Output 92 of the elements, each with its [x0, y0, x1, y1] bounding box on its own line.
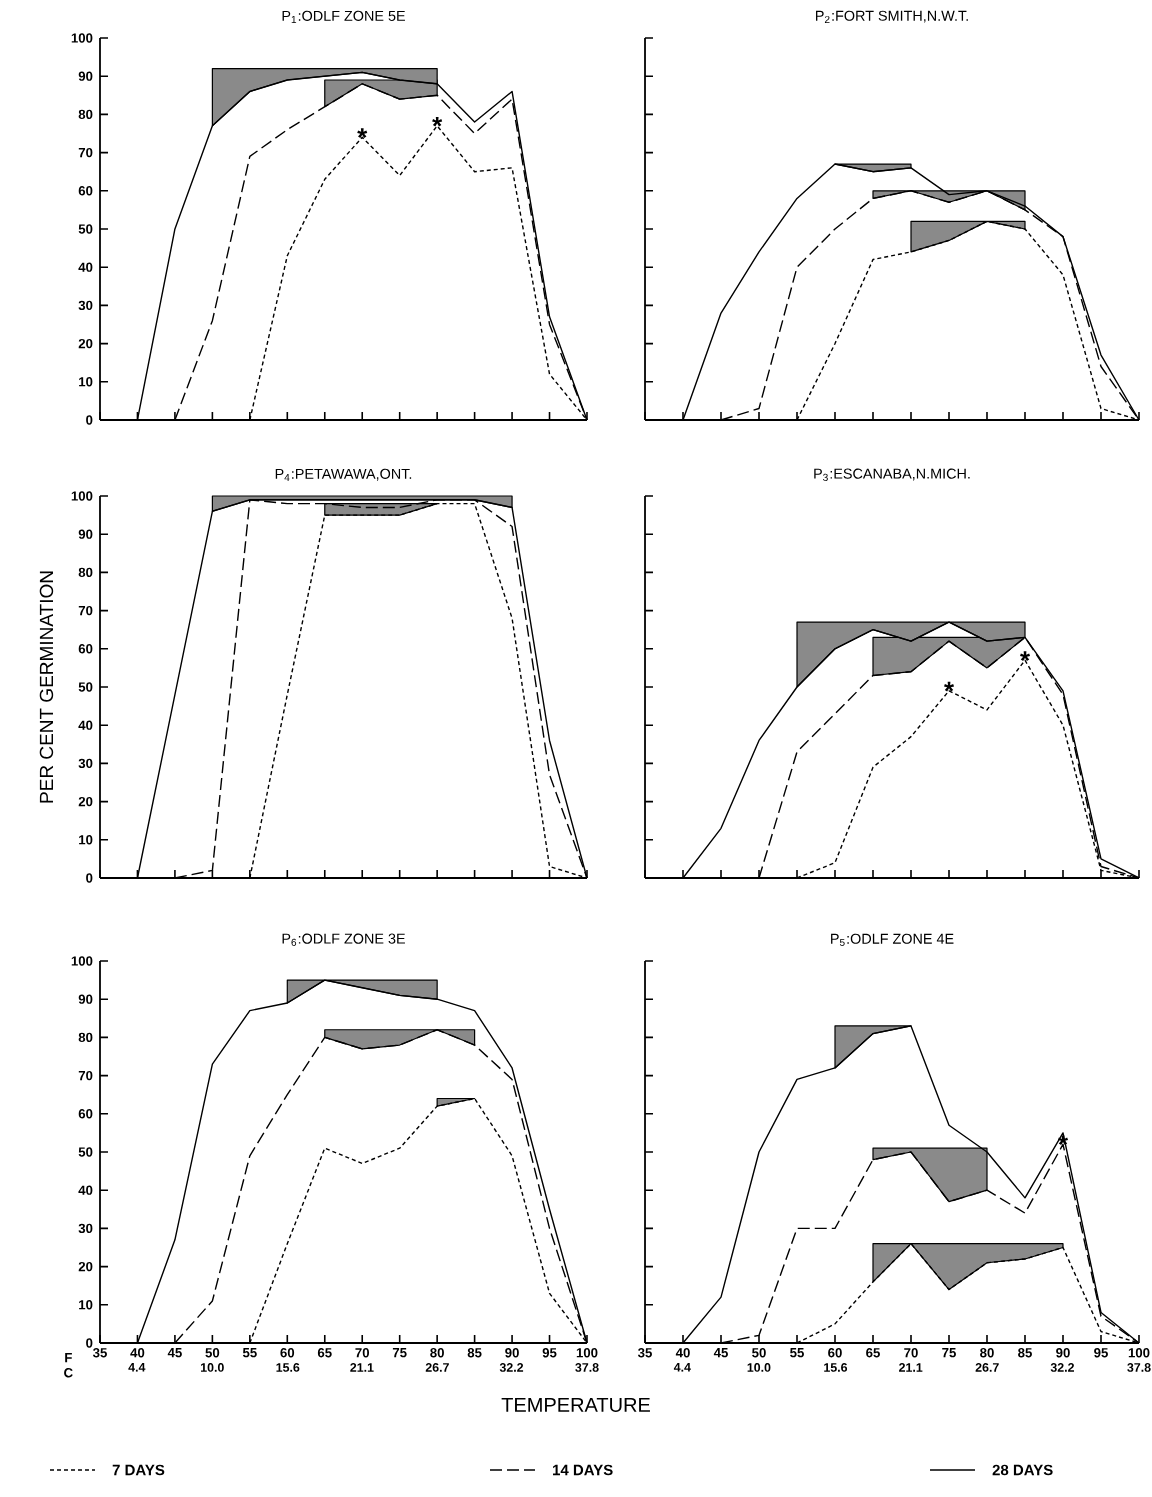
chart-title: P$_{4}$:PETAWAWA,ONT. — [275, 468, 412, 481]
legend-label: 7 DAYS — [112, 1464, 165, 1476]
x-tick-label: 85 — [1018, 1348, 1032, 1358]
annotation: * — [944, 681, 955, 692]
y-axis-title: PER CENT GERMINATION — [39, 571, 54, 803]
chart-title: P$_{2}$:FORT SMITH,N.W.T. — [816, 10, 968, 23]
x-tick-label: 45 — [713, 1348, 728, 1358]
y-tick-label: 100 — [71, 33, 93, 43]
y-tick-label: 30 — [78, 300, 93, 311]
y-tick-label: 60 — [78, 186, 93, 196]
x-tick-label: 70 — [355, 1348, 370, 1358]
x-tick-label: 50 — [752, 1348, 766, 1358]
x2-tick-label: 21.1 — [899, 1363, 923, 1372]
y-tick-label: 60 — [78, 644, 93, 654]
x-tick-label: 75 — [392, 1348, 407, 1358]
legend-label: 14 DAYS — [553, 1464, 613, 1476]
y-tick-label: 50 — [78, 224, 93, 234]
x-axis-title: F — [65, 1353, 72, 1363]
x2-axis-title: C — [64, 1368, 73, 1378]
x-tick-label: 90 — [505, 1348, 519, 1358]
x2-tick-label: 4.4 — [128, 1363, 146, 1372]
x2-tick-label: 10.0 — [201, 1363, 224, 1372]
x-tick-label: 50 — [205, 1348, 220, 1358]
chart-title: P$_{6}$:ODLF ZONE 3E — [282, 933, 405, 946]
x-tick-label: 80 — [430, 1348, 444, 1358]
y-tick-label: 20 — [78, 796, 93, 807]
y-tick-label: 50 — [78, 1147, 93, 1157]
x-tick-label: 100 — [576, 1348, 598, 1358]
x2-tick-label: 10.0 — [747, 1363, 771, 1372]
legend-label: 28 DAYS — [992, 1464, 1053, 1476]
x-tick-label: 80 — [980, 1348, 994, 1358]
x-tick-label: 75 — [942, 1348, 956, 1358]
x-tick-label: 95 — [542, 1348, 557, 1358]
y-tick-label: 70 — [78, 1070, 93, 1081]
x2-tick-label: 15.6 — [276, 1363, 300, 1372]
y-tick-label: 90 — [78, 994, 93, 1004]
x-tick-label: 70 — [904, 1348, 918, 1358]
x2-tick-label: 37.8 — [575, 1363, 599, 1372]
y-tick-label: 20 — [78, 338, 93, 349]
x-tick-label: 45 — [167, 1348, 182, 1358]
y-tick-label: 40 — [78, 720, 93, 730]
x2-tick-label: 4.4 — [673, 1363, 691, 1372]
text: TEMPERATURE — [501, 1398, 650, 1412]
x-tick-label: 95 — [1094, 1348, 1108, 1358]
x-tick-label: 55 — [242, 1348, 257, 1358]
chart-title: P$_{5}$:ODLF ZONE 4E — [831, 933, 954, 946]
x2-tick-label: 15.6 — [824, 1363, 848, 1372]
x2-tick-label: 37.8 — [1127, 1363, 1151, 1372]
y-tick-label: 70 — [78, 147, 93, 158]
y-tick-label: 90 — [78, 71, 93, 81]
y-tick-label: 20 — [78, 1261, 93, 1272]
x-tick-label: 65 — [866, 1348, 880, 1358]
y-tick-label: 40 — [78, 1185, 93, 1195]
x2-tick-label: 32.2 — [1050, 1363, 1075, 1372]
y-tick-label: 100 — [71, 956, 93, 966]
x-tick-label: 40 — [675, 1348, 690, 1358]
y-tick-label: 80 — [78, 1032, 93, 1043]
x-tick-label: 85 — [467, 1348, 482, 1358]
y-tick-label: 0 — [86, 415, 93, 425]
x-tick-label: 35 — [92, 1348, 107, 1358]
x-tick-label: 100 — [1128, 1348, 1150, 1358]
x-tick-label: 60 — [828, 1348, 842, 1358]
annotation: * — [357, 128, 368, 139]
annotation: * — [432, 116, 443, 127]
y-tick-label: 100 — [71, 491, 93, 501]
y-tick-label: 10 — [79, 377, 93, 387]
x2-tick-label: 26.7 — [975, 1363, 999, 1372]
chart-title: P$_{1}$:ODLF ZONE 5E — [282, 10, 405, 23]
x2-tick-label: 26.7 — [425, 1363, 449, 1372]
y-tick-label: 30 — [78, 1223, 93, 1234]
x-tick-label: 65 — [317, 1348, 332, 1358]
y-tick-label: 10 — [79, 1300, 93, 1310]
y-tick-label: 30 — [78, 758, 93, 769]
y-tick-label: 10 — [79, 835, 93, 845]
y-tick-label: 60 — [78, 1109, 93, 1119]
y-tick-label: 40 — [78, 262, 93, 272]
y-tick-label: 0 — [86, 873, 93, 883]
x-tick-label: 90 — [1056, 1348, 1070, 1358]
chart-title: P$_{3}$:ESCANABA,N.MICH. — [814, 468, 970, 481]
y-tick-label: 80 — [78, 567, 93, 578]
y-tick-label: 90 — [78, 529, 93, 539]
y-tick-label: 50 — [78, 682, 93, 692]
x-tick-label: 35 — [637, 1348, 652, 1358]
y-tick-label: 0 — [86, 1338, 93, 1348]
x-tick-label: 55 — [790, 1348, 804, 1358]
x2-tick-label: 32.2 — [499, 1363, 524, 1372]
annotation: * — [1020, 651, 1031, 661]
x2-tick-label: 21.1 — [350, 1363, 374, 1372]
x-tick-label: 60 — [280, 1348, 295, 1358]
y-tick-label: 70 — [78, 605, 93, 616]
y-tick-label: 80 — [78, 109, 93, 120]
x-tick-label: 40 — [130, 1348, 145, 1358]
